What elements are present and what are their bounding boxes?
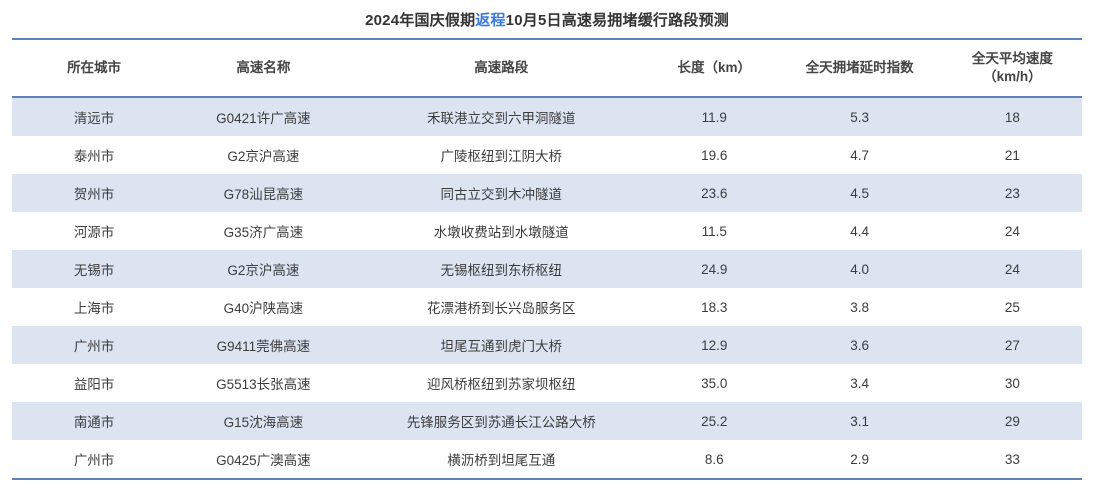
cell-length: 18.3 <box>701 299 728 315</box>
column-header-city: 所在城市 <box>12 40 177 99</box>
cell-avg-speed: 21 <box>1004 147 1020 163</box>
cell-segment: 无锡枢纽到东桥枢纽 <box>440 263 563 279</box>
cell-segment: 坦尾互通到虎门大桥 <box>440 339 563 355</box>
table-header-row: 所在城市 高速名称 高速路段 长度（km） 全天拥堵延时指数 全天平均速度 （k… <box>12 40 1082 99</box>
forecast-table: 所在城市 高速名称 高速路段 长度（km） 全天拥堵延时指数 全天平均速度 （k… <box>12 40 1082 479</box>
cell-length: 11.5 <box>701 223 727 239</box>
table-row: 泰州市 G2京沪高速 广陵枢纽到江阴大桥 19.6 4.7 21 <box>12 136 1082 175</box>
cell-city: 广州市 <box>73 339 115 355</box>
title-highlight: 返程 <box>475 11 506 29</box>
cell-city: 南通市 <box>73 415 115 431</box>
cell-avg-speed: 27 <box>1004 337 1020 353</box>
cell-length: 8.6 <box>704 451 724 467</box>
column-header-segment: 高速路段 <box>350 40 652 99</box>
column-header-highway: 高速名称 <box>176 40 351 99</box>
table-row: 南通市 G15沈海高速 先锋服务区到苏通长江公路大桥 25.2 3.1 29 <box>12 402 1082 441</box>
cell-highway: G9411莞佛高速 <box>216 339 311 355</box>
title-prefix: 2024年国庆假期 <box>365 11 476 29</box>
column-header-congestion-index: 全天拥堵延时指数 <box>776 40 943 99</box>
table-container: 所在城市 高速名称 高速路段 长度（km） 全天拥堵延时指数 全天平均速度 （k… <box>12 38 1082 481</box>
cell-congestion-index: 3.8 <box>850 299 870 315</box>
cell-avg-speed: 18 <box>1004 109 1020 125</box>
cell-city: 益阳市 <box>73 377 115 393</box>
cell-segment: 广陵枢纽到江阴大桥 <box>440 149 563 165</box>
cell-length: 24.9 <box>701 261 728 277</box>
table-row: 河源市 G35济广高速 水墩收费站到水墩隧道 11.5 4.4 24 <box>12 212 1082 251</box>
cell-segment: 禾联港立交到六甲洞隧道 <box>427 111 576 127</box>
cell-congestion-index: 2.9 <box>850 451 870 467</box>
cell-city: 广州市 <box>73 453 115 469</box>
table-row: 广州市 G0425广澳高速 横沥桥到坦尾互通 8.6 2.9 33 <box>12 440 1082 479</box>
cell-city: 上海市 <box>73 301 115 317</box>
cell-congestion-index: 4.4 <box>850 223 870 239</box>
cell-city: 泰州市 <box>73 149 115 165</box>
cell-avg-speed: 30 <box>1004 375 1020 391</box>
page-title: 2024年国庆假期返程10月5日高速易拥堵缓行路段预测 <box>365 9 729 30</box>
cell-city: 清远市 <box>73 111 115 127</box>
cell-length: 11.9 <box>701 109 727 125</box>
column-header-avg-speed-line1: 全天平均速度 <box>971 51 1053 66</box>
column-header-avg-speed-unit: （km/h） <box>983 69 1042 85</box>
cell-congestion-index: 3.6 <box>850 337 870 353</box>
title-band: 2024年国庆假期返程10月5日高速易拥堵缓行路段预测 <box>0 0 1094 38</box>
cell-highway: G15沈海高速 <box>223 415 304 431</box>
cell-avg-speed: 24 <box>1004 223 1020 239</box>
table-header: 所在城市 高速名称 高速路段 长度（km） 全天拥堵延时指数 全天平均速度 （k… <box>12 40 1082 99</box>
table-row: 贺州市 G78汕昆高速 同古立交到木冲隧道 23.6 4.5 23 <box>12 174 1082 213</box>
cell-segment: 先锋服务区到苏通长江公路大桥 <box>406 415 596 431</box>
cell-length: 19.6 <box>701 147 728 163</box>
table-row: 益阳市 G5513长张高速 迎风桥枢纽到苏家坝枢纽 35.0 3.4 30 <box>12 364 1082 403</box>
cell-congestion-index: 4.0 <box>850 261 870 277</box>
cell-city: 河源市 <box>73 225 115 241</box>
cell-highway: G5513长张高速 <box>216 377 311 393</box>
cell-congestion-index: 4.5 <box>850 185 870 201</box>
cell-avg-speed: 25 <box>1004 299 1020 315</box>
cell-avg-speed: 29 <box>1004 413 1020 429</box>
cell-city: 无锡市 <box>73 263 115 279</box>
cell-congestion-index: 5.3 <box>850 109 870 125</box>
cell-segment: 迎风桥枢纽到苏家坝枢纽 <box>427 377 576 393</box>
cell-highway: G78汕昆高速 <box>223 187 304 203</box>
table-row: 广州市 G9411莞佛高速 坦尾互通到虎门大桥 12.9 3.6 27 <box>12 326 1082 365</box>
cell-length: 12.9 <box>701 337 728 353</box>
cell-highway: G2京沪高速 <box>227 263 300 279</box>
cell-congestion-index: 4.7 <box>850 147 870 163</box>
table-row: 无锡市 G2京沪高速 无锡枢纽到东桥枢纽 24.9 4.0 24 <box>12 250 1082 289</box>
cell-highway: G40沪陕高速 <box>223 301 304 317</box>
cell-segment: 水墩收费站到水墩隧道 <box>433 225 569 241</box>
cell-highway: G0421许广高速 <box>216 111 311 127</box>
cell-segment: 同古立交到木冲隧道 <box>440 187 563 203</box>
cell-segment: 花漂港桥到长兴岛服务区 <box>427 301 576 317</box>
cell-length: 23.6 <box>701 185 728 201</box>
table-row: 清远市 G0421许广高速 禾联港立交到六甲洞隧道 11.9 5.3 18 <box>12 97 1082 137</box>
title-suffix: 10月5日高速易拥堵缓行路段预测 <box>505 11 729 29</box>
cell-highway: G0425广澳高速 <box>216 453 311 469</box>
cell-length: 25.2 <box>701 413 728 429</box>
cell-avg-speed: 24 <box>1004 261 1020 277</box>
column-header-avg-speed: 全天平均速度 （km/h） <box>942 40 1082 99</box>
table-body: 清远市 G0421许广高速 禾联港立交到六甲洞隧道 11.9 5.3 18 泰州… <box>12 97 1082 479</box>
column-header-length: 长度（km） <box>651 40 777 99</box>
cell-avg-speed: 33 <box>1004 451 1020 467</box>
cell-length: 35.0 <box>701 375 728 391</box>
cell-city: 贺州市 <box>73 187 115 203</box>
cell-highway: G35济广高速 <box>223 225 304 241</box>
table-row: 上海市 G40沪陕高速 花漂港桥到长兴岛服务区 18.3 3.8 25 <box>12 288 1082 327</box>
cell-congestion-index: 3.4 <box>850 375 870 391</box>
cell-congestion-index: 3.1 <box>850 413 870 429</box>
cell-highway: G2京沪高速 <box>227 149 300 165</box>
cell-segment: 横沥桥到坦尾互通 <box>447 453 556 469</box>
cell-avg-speed: 23 <box>1004 185 1020 201</box>
